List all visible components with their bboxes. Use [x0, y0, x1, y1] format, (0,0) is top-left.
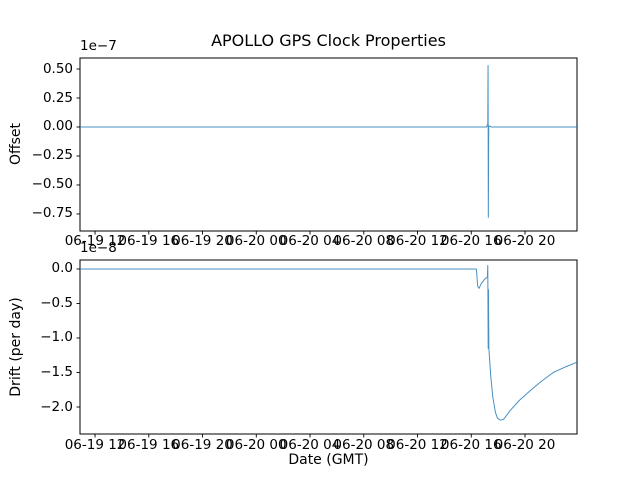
- chart-title: APOLLO GPS Clock Properties: [211, 31, 446, 50]
- subplot-drift: [76, 259, 578, 438]
- x-tick-label: 06-19 16: [118, 436, 180, 453]
- data-line-clock-drift: [80, 265, 578, 421]
- y-tick-label: −0.25: [31, 147, 73, 164]
- y-tick-label: 0.50: [42, 60, 73, 77]
- x-tick-label: 06-20 08: [333, 436, 395, 453]
- y-tick-label: 0.0: [51, 260, 73, 277]
- axes-border: [79, 259, 578, 435]
- data-line-clock-offset: [80, 65, 577, 218]
- y-tick-label: 0.00: [42, 118, 73, 135]
- y-tick-label: −0.5: [40, 294, 73, 311]
- x-tick-label: 06-19 20: [172, 232, 233, 249]
- x-tick-label: 06-19 16: [118, 232, 180, 249]
- top-y-scale-offset-text: 1e−7: [80, 38, 117, 54]
- x-tick-label: 06-19 20: [172, 436, 233, 453]
- x-tick-label: 06-20 00: [225, 232, 287, 249]
- y-tick-label: −1.0: [40, 329, 73, 346]
- y-tick-label: −1.5: [40, 364, 73, 380]
- x-tick-label: 06-20 08: [333, 232, 395, 249]
- y-tick-label: 0.25: [42, 89, 73, 106]
- y-tick-label: −0.50: [31, 176, 73, 193]
- x-tick-label: 06-20 04: [279, 232, 341, 249]
- subplot-offset: [76, 57, 578, 235]
- x-tick-label: 06-20 04: [279, 436, 341, 453]
- x-axis-label: Date (GMT): [288, 452, 369, 468]
- x-tick-label: 06-20 20: [494, 232, 556, 249]
- x-tick-label: 06-20 16: [440, 436, 502, 453]
- axes-border: [79, 57, 578, 232]
- x-tick-label: 06-20 12: [387, 232, 448, 249]
- x-tick-label: 06-19 12: [64, 436, 126, 453]
- x-tick-label: 06-20 12: [387, 436, 448, 453]
- y-tick-label: −0.75: [31, 205, 73, 222]
- bottom-y-scale-offset-text: 1e−8: [80, 240, 117, 256]
- x-tick-label: 06-20 00: [225, 436, 287, 453]
- x-tick-label: 06-19 12: [64, 232, 126, 249]
- x-tick-label: 06-20 20: [494, 436, 556, 453]
- x-tick-label: 06-20 16: [440, 232, 502, 249]
- y-tick-label: −2.0: [40, 398, 73, 415]
